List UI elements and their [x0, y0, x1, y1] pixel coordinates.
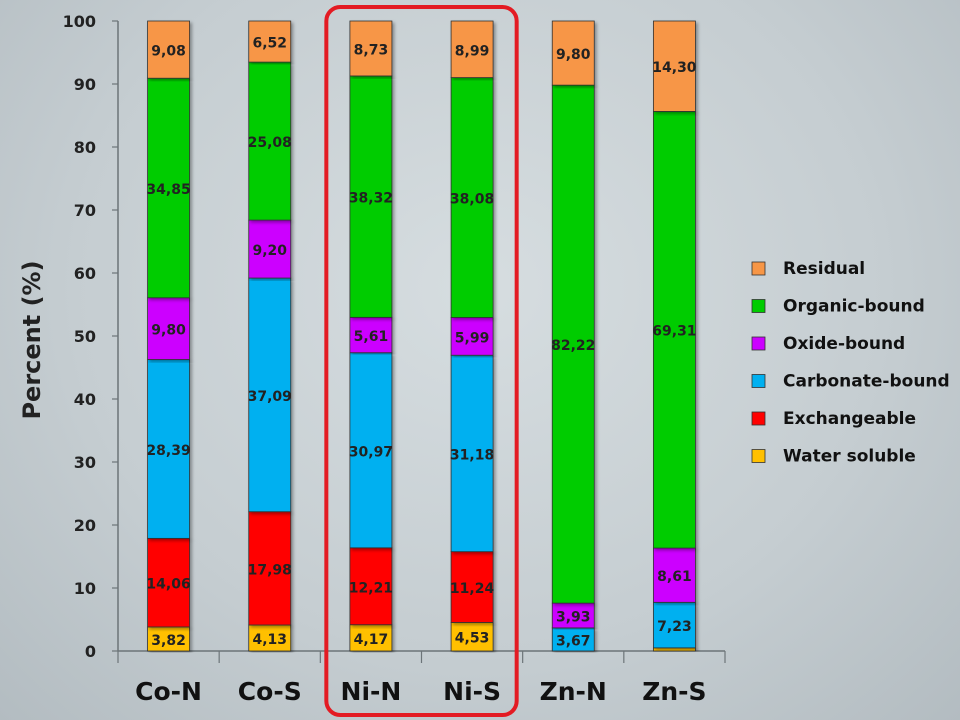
y-tick-label: 90: [74, 75, 96, 94]
legend-swatch: [751, 336, 766, 351]
legend-swatch: [751, 411, 766, 426]
bar-value-label: 5,99: [455, 330, 490, 346]
bar-segment-exchangeable: [349, 547, 393, 626]
bar-value-label: 3,82: [151, 633, 186, 649]
bar-value-label: 12,21: [349, 580, 393, 596]
bar-value-labels: 3,82 14,06 28,39 9,80 34,85 9,08 4,13 17,98 37,0…: [146, 36, 696, 650]
bar-segment-organic-bound: [551, 84, 595, 604]
bar-value-label: 38,32: [349, 191, 393, 207]
bar-value-label: 11,24: [450, 581, 495, 597]
bar-value-label: 3,67: [556, 633, 591, 649]
legend-swatch: [751, 374, 766, 388]
x-category-label: Zn-S: [642, 677, 706, 706]
bar-segment-carbonate-bound: [450, 354, 494, 553]
bar-segment-carbonate-bound: [147, 359, 190, 539]
bar-value-label: 4,13: [252, 632, 287, 648]
bar-value-label: 8,73: [354, 42, 389, 58]
bar-segment-organic-bound: [248, 61, 292, 221]
y-tick-label: 30: [74, 453, 96, 472]
y-tick-label: 40: [74, 390, 96, 409]
bar-segment-organic-bound: [147, 77, 190, 299]
y-tick-label: 80: [74, 138, 96, 157]
bar-segment-exchangeable: [147, 537, 190, 628]
bar-value-label: 34,85: [146, 182, 190, 198]
y-tick-label: 20: [74, 516, 96, 535]
bar-segment-water-soluble: [349, 624, 393, 652]
bar-segment-oxide-bound: [450, 317, 494, 356]
bar-value-label: 14,06: [146, 577, 190, 593]
x-axis-labels: Co-N Co-S Ni-N Ni-S Zn-N Zn-S: [135, 677, 706, 706]
bar-value-label: 8,61: [657, 569, 692, 585]
bar-segment-residual: [551, 20, 595, 86]
bar-value-label: 37,09: [248, 389, 292, 405]
bar-segment-water-soluble: [653, 647, 696, 652]
legend-swatch: [751, 299, 766, 313]
bar-segment-residual: [147, 20, 190, 79]
bar-value-label: 9,80: [151, 323, 186, 339]
legend-label: Carbonate-bound: [783, 372, 950, 392]
legend-swatch: [751, 261, 766, 276]
bar-segment-residual: [248, 20, 292, 63]
bar-segment-oxide-bound: [653, 547, 696, 603]
x-category-label: Co-S: [238, 677, 302, 706]
bar-value-label: 9,80: [556, 47, 591, 63]
legend-label: Exchangeable: [783, 409, 916, 429]
bar-value-label: 38,08: [450, 192, 494, 208]
legend-label: Water soluble: [783, 447, 916, 467]
bars: [147, 20, 696, 652]
bar-value-label: 82,22: [551, 338, 595, 354]
bar-value-label: 9,08: [151, 44, 186, 60]
bar-value-label: 3,93: [556, 609, 591, 625]
x-category-label: Ni-N: [341, 677, 402, 706]
legend-swatch: [751, 449, 766, 463]
y-tick-label: 50: [74, 327, 96, 346]
bar-value-label: 7,23: [657, 619, 692, 635]
bar-segment-carbonate-bound: [248, 277, 292, 513]
bar-value-label: 17,98: [248, 562, 292, 578]
y-tick-label: 60: [74, 264, 96, 283]
y-tick-label: 70: [74, 201, 96, 220]
bar-value-label: 4,53: [455, 631, 490, 647]
x-category-label: Co-N: [135, 677, 202, 706]
bar-value-label: 9,20: [252, 243, 287, 259]
highlight-box: [324, 5, 519, 717]
bar-segment-organic-bound: [349, 75, 393, 318]
bar-segment-residual: [349, 20, 393, 77]
bar-segment-oxide-bound: [248, 219, 292, 279]
legend-label: Oxide-bound: [783, 334, 905, 354]
bar-value-label: 25,08: [248, 135, 292, 151]
y-tick-label: 10: [74, 579, 96, 598]
x-category-label: Ni-S: [443, 677, 501, 706]
bar-segment-oxide-bound: [349, 316, 393, 354]
bar-segment-water-soluble: [248, 624, 292, 652]
bar-segment-carbonate-bound: [349, 352, 393, 549]
y-tick-label: 100: [63, 12, 96, 31]
bar-value-label: 69,31: [652, 324, 696, 340]
bar-value-label: 6,52: [252, 36, 287, 52]
bar-value-label: 8,99: [455, 43, 490, 59]
legend: Residual Organic-bound Oxide-bound Carbonat…: [751, 259, 950, 467]
y-axis-title: Percent (%): [18, 260, 46, 419]
y-tick-label: 0: [85, 642, 96, 661]
bar-segment-residual: [450, 20, 494, 78]
bar-value-label: 14,30: [652, 60, 697, 76]
bar-value-label: 28,39: [146, 443, 190, 459]
bar-value-label: 30,97: [349, 444, 393, 460]
legend-label: Organic-bound: [783, 297, 925, 317]
legend-label: Residual: [783, 259, 865, 279]
x-axis-ticks: [117, 651, 726, 663]
bar-value-label: 5,61: [354, 329, 389, 345]
bar-segment-oxide-bound: [147, 297, 190, 360]
bar-segment-organic-bound: [653, 111, 696, 549]
bar-value-label: 4,17: [354, 632, 389, 648]
x-category-label: Zn-N: [540, 677, 607, 706]
bar-segment-water-soluble: [450, 622, 494, 652]
axis-layer: 0 10 20 30 40 50 60 70 80 90 100: [63, 12, 726, 663]
bar-segment-organic-bound: [450, 77, 494, 318]
y-axis-ticks: 0 10 20 30 40 50 60 70 80 90 100: [63, 12, 118, 661]
bar-segment-residual: [653, 20, 696, 112]
bar-value-label: 31,18: [450, 447, 494, 463]
